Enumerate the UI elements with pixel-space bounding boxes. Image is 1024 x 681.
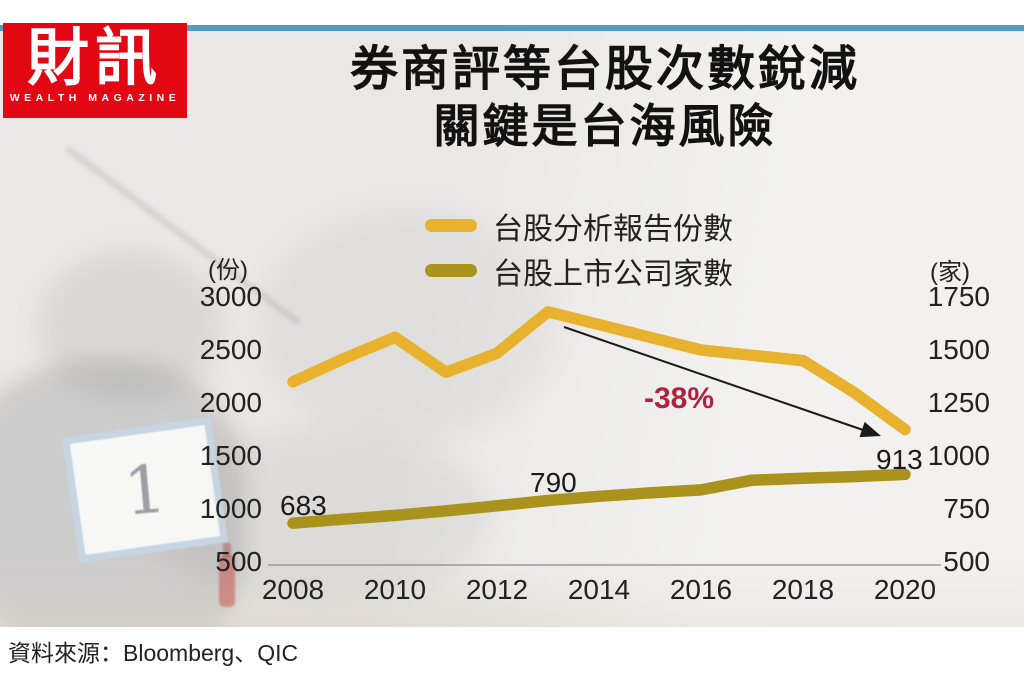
left-axis-tick: 500 [215, 546, 262, 577]
right-axis-tick: 1500 [927, 334, 990, 365]
right-axis-unit: (家) [930, 259, 970, 286]
top-accent-rule [0, 25, 1024, 31]
legend-swatch-companies [425, 264, 477, 277]
chart-title-line1: 券商評等台股次數銳減 [349, 41, 860, 97]
x-axis-tick: 2010 [363, 574, 427, 605]
logo-brand-text: 財訊 [26, 21, 163, 94]
left-axis-tick: 1000 [199, 493, 262, 524]
right-axis-tick: 1000 [927, 440, 990, 471]
decline-percent-label: -38% [644, 382, 715, 415]
right-axis-tick: 750 [943, 493, 990, 524]
legend-item-companies: 台股上市公司家數 [425, 248, 733, 293]
companies-2008-value-label: 683 [280, 490, 327, 521]
chart-title-line2: 關鍵是台海風險 [433, 99, 777, 153]
right-axis-tick: 1250 [927, 387, 990, 418]
photo-shadow-shape [40, 251, 220, 401]
left-axis-tick: 3000 [199, 281, 262, 312]
right-axis-tick: 1750 [927, 281, 990, 312]
logo-tagline-text: WEALTH MAGAZINE [9, 92, 181, 104]
fire-extinguisher-nozzle [223, 543, 231, 557]
source-credit: 資料來源：Bloomberg、QIC [8, 640, 299, 666]
sand-ground-shape [0, 557, 1024, 627]
x-axis-tick: 2012 [465, 574, 529, 605]
x-axis-tick: 2008 [261, 574, 325, 605]
legend-label-companies: 台股上市公司家數 [493, 257, 733, 291]
companies-2020-value-label: 913 [876, 444, 923, 475]
x-axis-tick: 2018 [771, 574, 835, 605]
right-axis-tick: 500 [943, 546, 990, 577]
x-axis-tick: 2014 [567, 574, 631, 605]
legend-item-reports: 台股分析報告份數 [425, 203, 733, 248]
legend-swatch-reports [425, 219, 477, 232]
x-axis-tick: 2020 [873, 574, 937, 605]
chart-title: 券商評等台股次數銳減 關鍵是台海風險 [245, 40, 965, 154]
left-axis-tick: 2000 [199, 387, 262, 418]
left-axis-tick: 2500 [199, 334, 262, 365]
companies-2013-value-label: 790 [530, 467, 577, 498]
legend: 台股分析報告份數 台股上市公司家數 [425, 203, 733, 293]
left-axis-tick: 1500 [199, 440, 262, 471]
wealth-magazine-logo: 財訊 WEALTH MAGAZINE [3, 23, 187, 118]
fire-extinguisher [219, 555, 235, 607]
x-axis-tick: 2016 [669, 574, 733, 605]
legend-label-reports: 台股分析報告份數 [493, 212, 733, 246]
left-axis-unit: (份) [208, 257, 248, 284]
